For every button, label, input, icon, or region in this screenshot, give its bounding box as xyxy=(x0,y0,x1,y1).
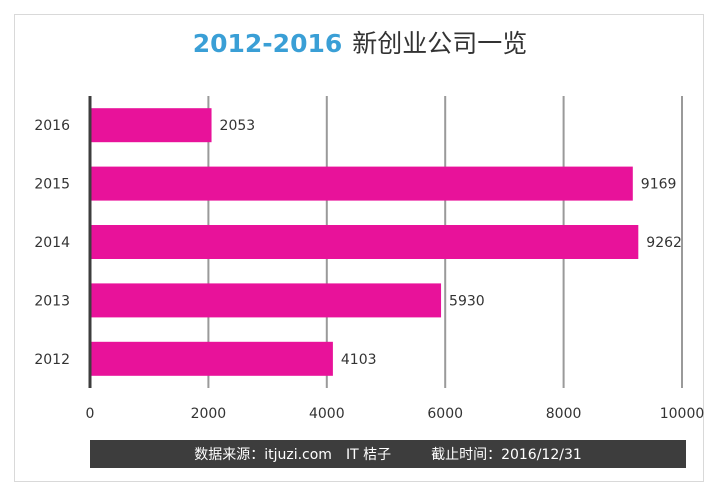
cutoff-label: 截止时间：2016/12/31 xyxy=(431,447,582,463)
value-label-2014: 9262 xyxy=(646,235,682,251)
brand-label: IT 桔子 xyxy=(345,447,392,463)
x-tick-6000: 6000 xyxy=(427,406,463,422)
title-text: 新创业公司一览 xyxy=(352,29,528,58)
bar-2016 xyxy=(91,108,212,143)
y-label-2016: 2016 xyxy=(34,118,70,134)
x-tick-2000: 2000 xyxy=(191,406,227,422)
x-tick-0: 0 xyxy=(86,406,95,422)
x-tick-8000: 8000 xyxy=(546,406,582,422)
x-tick-10000: 10000 xyxy=(660,406,705,422)
source-footer: 数据来源：itjuzi.com IT 桔子 截止时间：2016/12/31 xyxy=(90,440,686,468)
x-tick-4000: 4000 xyxy=(309,406,345,422)
value-label-2012: 4103 xyxy=(341,352,377,368)
x-axis-labels: 0 2000 4000 6000 8000 10000 xyxy=(86,406,705,422)
value-label-2016: 2053 xyxy=(220,118,256,134)
bar-2012 xyxy=(91,341,333,376)
source-label: 数据来源：itjuzi.com xyxy=(194,447,332,463)
title-years: 2012-2016 xyxy=(192,29,343,58)
bars xyxy=(91,108,639,376)
y-label-2013: 2013 xyxy=(34,293,70,309)
y-label-2012: 2012 xyxy=(34,352,70,368)
value-labels: 2053 9169 9262 5930 4103 xyxy=(220,118,682,368)
bar-2013 xyxy=(91,283,442,318)
chart-title: 2012-2016 新创业公司一览 xyxy=(0,24,720,60)
bar-2015 xyxy=(91,166,633,201)
y-label-2015: 2015 xyxy=(34,177,70,193)
bar-2014 xyxy=(91,225,639,259)
y-label-2014: 2014 xyxy=(34,235,70,251)
value-label-2015: 9169 xyxy=(641,177,677,193)
y-axis-labels: 2016 2015 2014 2013 2012 xyxy=(34,118,70,368)
value-label-2013: 5930 xyxy=(449,293,485,309)
